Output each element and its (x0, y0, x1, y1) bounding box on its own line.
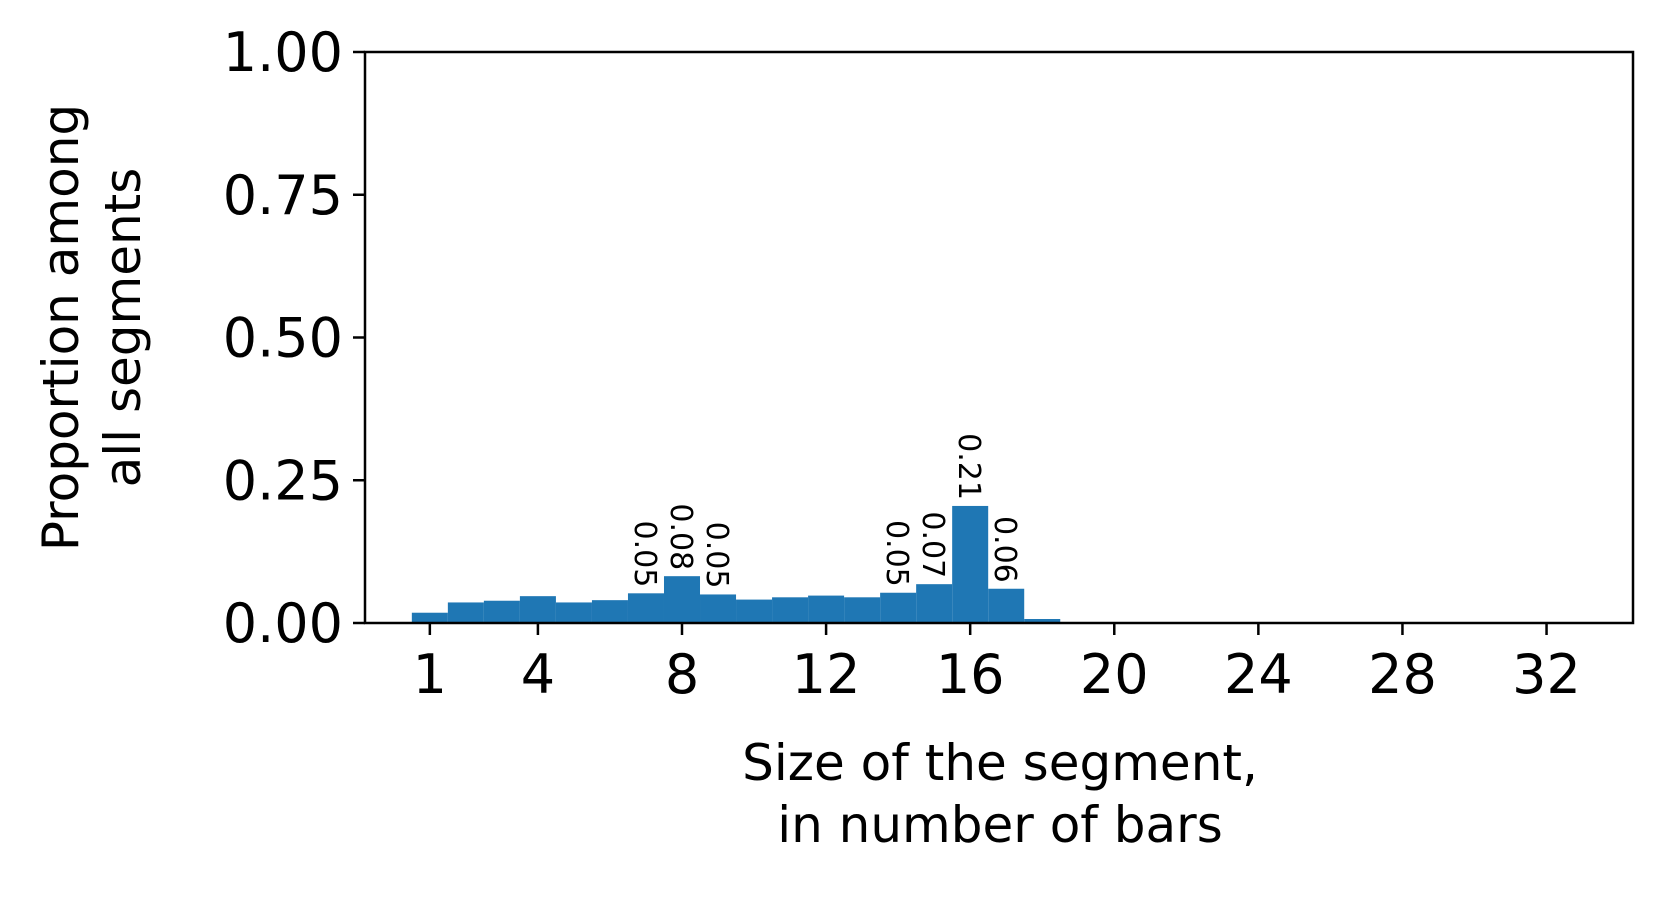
y-tick-label-3: 0.75 (223, 164, 343, 227)
x-axis-ticks: 1 4 8 12 16 20 24 28 32 (413, 623, 1581, 706)
x-tick-label-1: 1 (413, 643, 447, 706)
bar-13 (844, 597, 881, 623)
bar-value-label-14: 0.05 (879, 520, 914, 587)
x-tick-label-4: 4 (521, 643, 555, 706)
y-tick-label-2: 0.50 (223, 307, 343, 370)
y-axis-label: Proportion amongall segments (32, 104, 152, 551)
bar-15 (916, 584, 953, 623)
x-tick-label-16: 16 (936, 643, 1005, 706)
bar-10 (736, 599, 773, 623)
bar-12 (808, 595, 845, 623)
bar-7 (627, 593, 664, 623)
bar-3 (483, 600, 520, 623)
y-tick-label-0: 0.00 (223, 592, 343, 655)
x-axis-label-line-2: in number of bars (777, 796, 1223, 854)
x-tick-label-24: 24 (1224, 643, 1293, 706)
bar-1 (411, 612, 448, 623)
bar-labels-group: 0.05 0.08 0.05 0.05 0.070.210.06 (627, 433, 1022, 588)
bar-5 (555, 602, 592, 623)
x-tick-label-32: 32 (1512, 643, 1581, 706)
y-tick-label-1: 0.25 (223, 449, 343, 512)
bar-14 (880, 592, 917, 623)
bar-18 (1024, 619, 1061, 623)
x-tick-label-8: 8 (665, 643, 699, 706)
y-axis-label-line-2: all segments (94, 168, 152, 488)
bars-group (411, 505, 1097, 623)
bar-2 (447, 602, 484, 623)
bar-8 (663, 576, 701, 623)
bar-value-label-8: 0.08 (663, 503, 698, 570)
bar-value-label-15: 0.07 (915, 511, 950, 578)
bar-6 (591, 600, 628, 623)
bar-value-label-16: 0.21 (951, 433, 986, 500)
bar-value-label-7: 0.05 (627, 521, 662, 588)
bar-value-label-17: 0.06 (987, 516, 1022, 583)
x-tick-label-28: 28 (1368, 643, 1437, 706)
bar-value-label-9: 0.05 (699, 522, 734, 589)
x-axis-label-line-1: Size of the segment, (742, 734, 1258, 792)
x-tick-label-12: 12 (792, 643, 861, 706)
bar-16 (952, 505, 989, 623)
x-axis-label: Size of the segment, in number of bars (742, 734, 1258, 854)
bar-11 (772, 597, 809, 623)
bar-4 (519, 596, 556, 623)
y-axis-ticks: 0.00 0.25 0.50 0.75 1.00 (223, 21, 365, 655)
y-axis-label-line-1: Proportion among (32, 104, 90, 551)
bar-9 (700, 594, 737, 623)
x-tick-label-20: 20 (1080, 643, 1149, 706)
y-tick-label-4: 1.00 (223, 21, 343, 84)
bar-17 (988, 588, 1025, 623)
